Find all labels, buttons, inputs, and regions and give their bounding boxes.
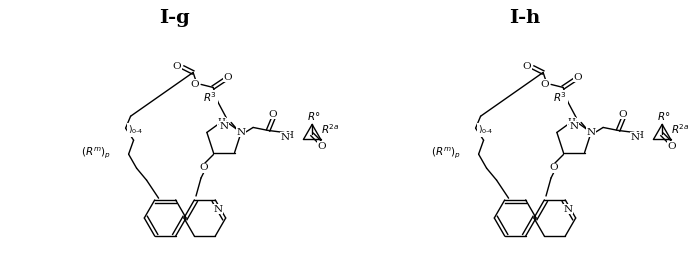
Text: O: O — [574, 73, 583, 82]
Text: I-g: I-g — [160, 9, 190, 27]
Text: O: O — [550, 163, 558, 172]
Text: H: H — [217, 118, 225, 127]
Text: O: O — [668, 142, 676, 151]
Text: $R^{2a}$: $R^{2a}$ — [671, 123, 689, 136]
Text: O: O — [199, 163, 208, 172]
Text: O: O — [173, 62, 181, 71]
Text: N: N — [563, 205, 572, 214]
Text: H: H — [567, 118, 575, 127]
Text: $R^{2a}$: $R^{2a}$ — [321, 123, 339, 136]
Text: O: O — [224, 73, 232, 82]
Text: $(R^m)_p$: $(R^m)_p$ — [431, 145, 461, 160]
Text: $R^3$: $R^3$ — [553, 91, 567, 104]
Text: H: H — [635, 131, 643, 140]
Text: N: N — [631, 133, 640, 142]
Text: I-h: I-h — [510, 9, 541, 27]
Text: $(R^m)_p$: $(R^m)_p$ — [81, 145, 111, 160]
Text: $R^3$: $R^3$ — [203, 91, 217, 104]
Text: $)_{0\text{-}4}$: $)_{0\text{-}4}$ — [477, 124, 493, 136]
Text: O: O — [318, 142, 326, 151]
Text: O: O — [541, 80, 549, 89]
Text: O: O — [619, 110, 627, 119]
Text: $R°$: $R°$ — [657, 111, 671, 123]
Text: O: O — [523, 62, 531, 71]
Text: $)_{0\text{-}4}$: $)_{0\text{-}4}$ — [128, 124, 143, 136]
Text: N: N — [236, 128, 245, 137]
Text: H: H — [285, 131, 293, 140]
Text: $R°$: $R°$ — [307, 111, 321, 123]
Text: N: N — [281, 133, 290, 142]
Text: N: N — [587, 128, 596, 137]
Text: O: O — [269, 110, 277, 119]
Text: N: N — [569, 122, 579, 131]
Text: O: O — [191, 80, 199, 89]
Text: N: N — [220, 122, 229, 131]
Text: N: N — [213, 205, 222, 214]
